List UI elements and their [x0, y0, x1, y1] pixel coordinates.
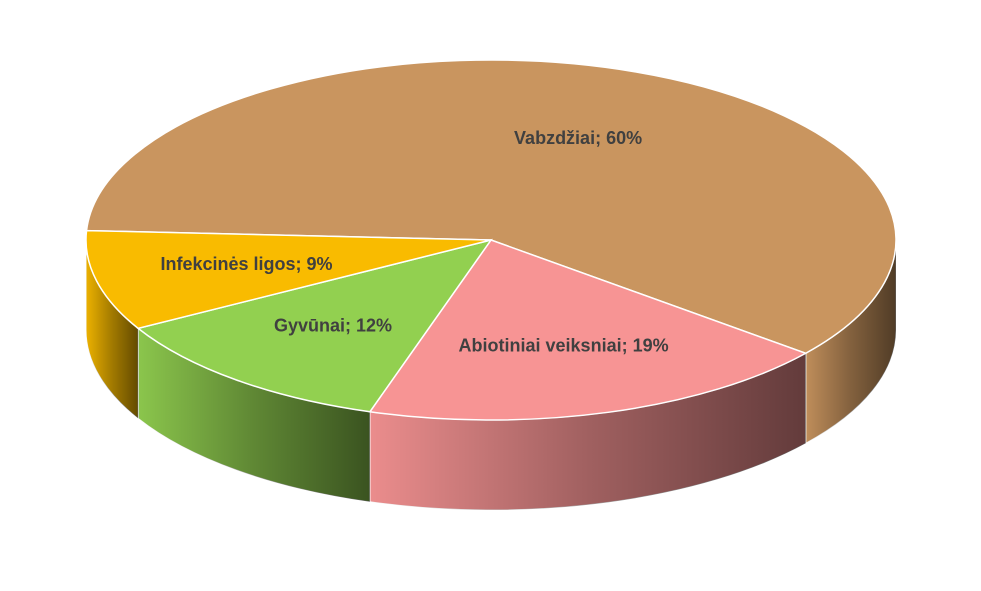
- data-label: Gyvūnai; 12%: [274, 315, 392, 335]
- slice: [85, 59, 897, 355]
- slice-side-shade: [369, 353, 806, 510]
- slice: [368, 239, 808, 421]
- data-label: Abiotiniai veiksniai; 19%: [459, 336, 669, 356]
- data-label: Infekcinės ligos; 9%: [161, 254, 333, 274]
- slice: [85, 229, 492, 330]
- data-label: Vabzdžiai; 60%: [514, 128, 642, 148]
- slice-side-shade: [138, 328, 370, 502]
- slice-side-shade: [86, 240, 139, 419]
- slice-side-shade: [805, 240, 896, 444]
- slice: [136, 238, 493, 413]
